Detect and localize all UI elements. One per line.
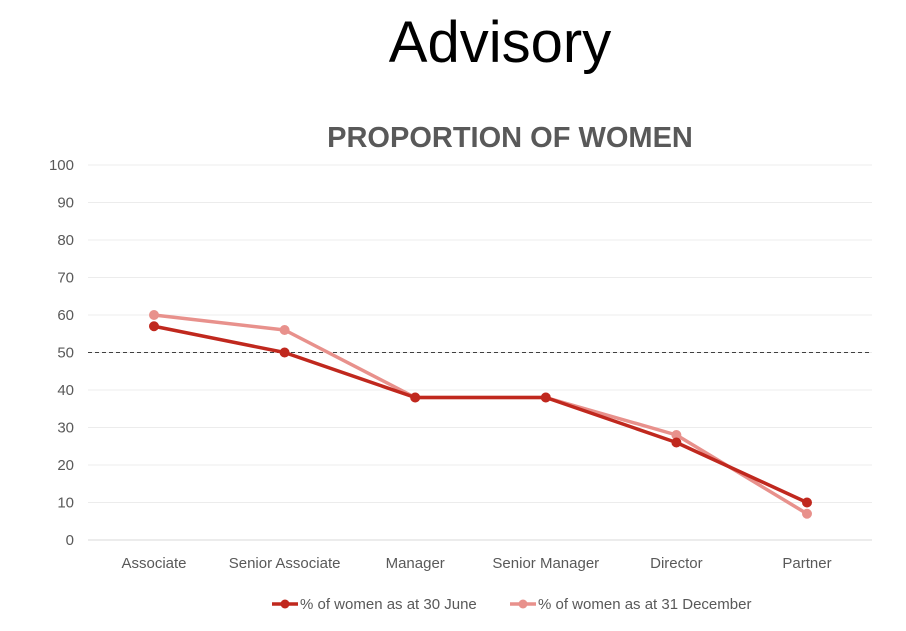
page-title: Advisory [388, 10, 612, 75]
y-tick-label: 60 [57, 307, 74, 324]
y-tick-label: 50 [57, 345, 74, 362]
y-tick-label: 40 [57, 382, 74, 399]
legend-label: % of women as at 31 December [538, 596, 751, 613]
legend-swatch-marker [518, 599, 528, 609]
y-tick-label: 100 [49, 157, 74, 174]
y-tick-label: 0 [66, 532, 74, 549]
y-tick-label: 80 [57, 232, 74, 249]
legend-label: % of women as at 30 June [300, 596, 477, 613]
legend: % of women as at 30 June % of women as at… [272, 596, 751, 613]
legend-item: % of women as at 30 June [272, 596, 477, 613]
x-tick-label: Senior Manager [492, 555, 599, 572]
x-axis: Associate Senior Associate Manager Senior M… [121, 555, 831, 572]
gridlines [88, 164, 872, 541]
x-tick-label: Partner [782, 555, 831, 572]
data-point [802, 497, 812, 508]
x-tick-label: Manager [386, 555, 445, 572]
y-tick-label: 10 [57, 495, 74, 512]
y-tick-label: 90 [57, 195, 74, 212]
x-tick-label: Director [650, 555, 703, 572]
legend-item: % of women as at 31 December [510, 596, 751, 613]
data-point [279, 325, 290, 335]
series-line [152, 324, 809, 505]
x-tick-label: Associate [121, 555, 186, 572]
data-point [671, 437, 682, 448]
series-2 [149, 310, 812, 519]
chart-title: PROPORTION OF WOMEN [327, 122, 693, 154]
y-axis: 0 10 20 30 40 50 60 70 80 90 100 [49, 157, 74, 549]
data-point [149, 321, 159, 332]
data-point [802, 508, 812, 519]
legend-swatch-marker [280, 599, 290, 609]
y-tick-label: 70 [57, 270, 74, 287]
data-point [540, 392, 551, 403]
x-tick-label: Senior Associate [229, 555, 341, 572]
series [149, 310, 812, 519]
y-tick-label: 30 [57, 420, 74, 437]
data-point [410, 392, 421, 403]
data-point [279, 347, 290, 358]
data-point [149, 310, 159, 320]
series-1 [149, 321, 812, 508]
y-tick-label: 20 [57, 457, 74, 474]
